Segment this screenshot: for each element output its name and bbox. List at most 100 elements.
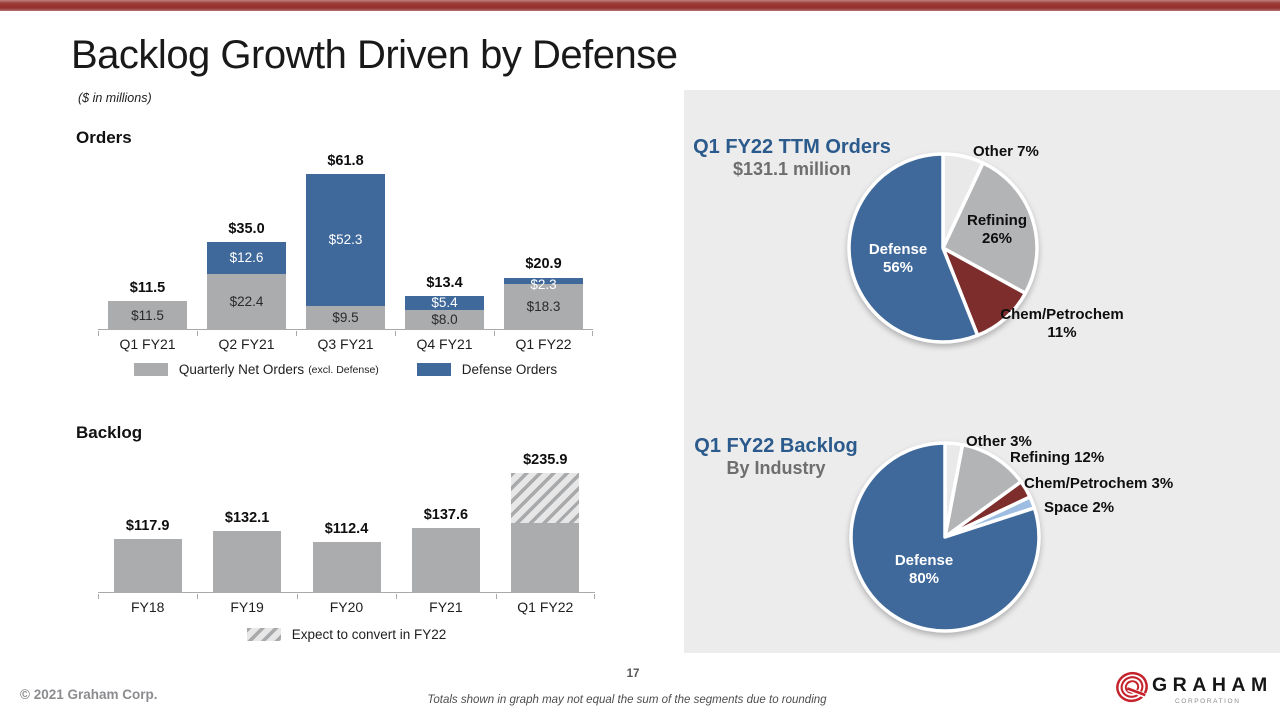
units-note: ($ in millions) <box>78 91 152 105</box>
x-axis-label-q1-fy22: Q1 FY22 <box>517 599 574 615</box>
legend-label-net-orders-note: (excl. Defense) <box>308 363 379 376</box>
bar-segment-defense-orders-q3-fy21 <box>306 174 385 307</box>
pie-slice-defense <box>847 152 980 344</box>
ttm-orders-pie-chart <box>847 152 1039 344</box>
orders-legend: Quarterly Net Orders (excl. Defense) Def… <box>98 362 593 377</box>
x-axis-label-fy20: FY20 <box>329 599 364 615</box>
x-axis-tick <box>395 331 396 336</box>
pie-label-refining: Refining 26% <box>922 212 1072 248</box>
x-axis-tick <box>98 594 99 599</box>
x-axis-label-fy18: FY18 <box>130 599 165 615</box>
bar-segment-value-label: $12.6 <box>229 249 264 265</box>
bar-segment-value-label: $8.0 <box>431 311 458 327</box>
backlog-industry-pie-chart <box>849 441 1041 633</box>
bar-segment-value-label: $22.4 <box>229 293 264 309</box>
pie-label-line: 26% <box>981 230 1013 247</box>
bar-segment-defense-orders-q1-fy22 <box>504 278 583 284</box>
bar-segment-defense-orders-q2-fy21 <box>207 241 286 274</box>
orders-heading: Orders <box>76 128 132 147</box>
bar-segment-backlog-q1-fy22 <box>511 523 580 593</box>
x-axis-label-fy21: FY21 <box>429 599 463 615</box>
rounding-footnote: Totals shown in graph may not equal the … <box>427 694 827 706</box>
backlog-heading: Backlog <box>76 423 143 442</box>
bar-segment-value-label: $9.5 <box>332 310 359 326</box>
ttm-pie-title: Q1 FY22 TTM Orders <box>693 136 891 158</box>
bar-segment-quarterly-net-orders-excl-defense-q4-fy21 <box>405 309 484 330</box>
bar-total-label: $132.1 <box>224 509 270 526</box>
legend-label-convert: Expect to convert in FY22 <box>291 627 447 642</box>
bar-segment-backlog-fy19 <box>213 530 282 593</box>
bar-total-label: $20.9 <box>525 256 562 273</box>
pie-label-line: Defense <box>868 241 928 258</box>
bar-segment-backlog-fy21 <box>411 527 480 593</box>
pie-label-line: 80% <box>908 570 940 587</box>
backlog-legend: Expect to convert in FY22 <box>98 627 595 642</box>
bar-segment-value-label: $18.3 <box>526 298 561 314</box>
pie-label-line: Chem/Petrochem <box>1000 306 1124 323</box>
ttm-pie-subtitle: $131.1 million <box>732 159 852 179</box>
pie-label-chem-petrochem: Chem/Petrochem 3% <box>1024 475 1174 492</box>
legend-label-net-orders: Quarterly Net Orders <box>178 362 305 377</box>
pie-slice-defense <box>849 441 1041 633</box>
bar-segment-value-label: $11.5 <box>131 307 164 323</box>
x-axis-tick <box>592 331 593 336</box>
x-axis-tick <box>495 594 497 599</box>
bar-total-label: $35.0 <box>228 220 265 237</box>
copyright-text: © 2021 Graham Corp. <box>20 687 158 702</box>
bar-segment-quarterly-net-orders-excl-defense-q1-fy21 <box>108 301 187 330</box>
bar-segment-expect-to-convert-in-fy22-q1-fy22 <box>511 472 580 524</box>
x-axis-tick <box>296 594 298 599</box>
x-axis-tick <box>98 331 99 336</box>
pie-label-defense: Defense 80% <box>849 552 999 588</box>
x-axis-label-q1-fy22: Q1 FY22 <box>515 336 572 352</box>
x-axis-tick <box>197 331 198 336</box>
pie-label-other: Other 7% <box>973 143 1039 160</box>
pie-label-space: Space 2% <box>1044 499 1115 516</box>
bar-segment-backlog-fy18 <box>113 538 182 593</box>
bar-total-label: $117.9 <box>125 517 170 534</box>
legend-swatch-defense <box>416 363 451 376</box>
x-axis-tick <box>594 594 595 599</box>
x-axis-label-q2-fy21: Q2 FY21 <box>218 336 275 352</box>
bar-segment-quarterly-net-orders-excl-defense-q3-fy21 <box>306 306 385 330</box>
pie-label-defense: Defense 56% <box>823 241 973 277</box>
pie-label-other: Other 3% <box>966 433 1032 450</box>
industry-pie-title: Q1 FY22 Backlog <box>694 435 858 457</box>
graham-logo-icon <box>1116 671 1148 703</box>
bar-total-label: $137.6 <box>423 506 469 523</box>
bar-segment-quarterly-net-orders-excl-defense-q2-fy21 <box>207 273 286 330</box>
x-axis-label-q3-fy21: Q3 FY21 <box>317 336 374 352</box>
bar-segment-value-label: $5.4 <box>431 295 458 311</box>
legend-item-convert: Expect to convert in FY22 <box>246 627 447 642</box>
x-axis-label-q4-fy21: Q4 FY21 <box>416 336 473 352</box>
x-axis-tick <box>494 331 495 336</box>
graham-logo-subtext: CORPORATION <box>1175 698 1241 705</box>
legend-swatch-net-orders <box>133 363 168 376</box>
bar-segment-backlog-fy20 <box>312 541 381 593</box>
slide-title: Backlog Growth Driven by Defense <box>71 33 678 77</box>
legend-swatch-convert-hatch <box>246 628 281 641</box>
bar-segment-quarterly-net-orders-excl-defense-q1-fy22 <box>504 283 583 330</box>
pie-label-line: 11% <box>1047 324 1077 341</box>
bar-total-label: $13.4 <box>426 275 463 292</box>
backlog-bar-chart: $117.9 FY18 $132.1 FY19 $112.4 FY20 $137.6 FY21… <box>98 450 595 615</box>
bar-segment-defense-orders-q4-fy21 <box>405 296 484 310</box>
x-axis-tick <box>197 594 199 599</box>
legend-item-net-orders: Quarterly Net Orders (excl. Defense) <box>133 362 379 377</box>
bar-total-label: $112.4 <box>324 520 369 537</box>
legend-label-defense: Defense Orders <box>461 362 558 377</box>
x-axis-label-q1-fy21: Q1 FY21 <box>119 336 176 352</box>
legend-item-defense: Defense Orders <box>416 362 558 377</box>
orders-bar-chart: $11.5 $11.5 Q1 FY21 $35.0 $22.4 $12.6 Q2 FY21 $… <box>98 146 593 352</box>
pie-label-line: 56% <box>882 259 914 276</box>
pie-label-line: Refining <box>967 212 1027 229</box>
pie-label-chem-petrochem: Chem/Petrochem 11% <box>987 306 1137 342</box>
pie-label-line: Defense <box>894 552 954 569</box>
bar-segment-value-label: $2.3 <box>530 277 557 293</box>
bar-total-label: $61.8 <box>327 153 364 170</box>
x-axis-tick <box>296 331 297 336</box>
bar-segment-value-label: $52.3 <box>328 232 363 248</box>
page-number: 17 <box>626 668 640 680</box>
graham-logo-wordmark: GRAHAM <box>1152 674 1273 696</box>
